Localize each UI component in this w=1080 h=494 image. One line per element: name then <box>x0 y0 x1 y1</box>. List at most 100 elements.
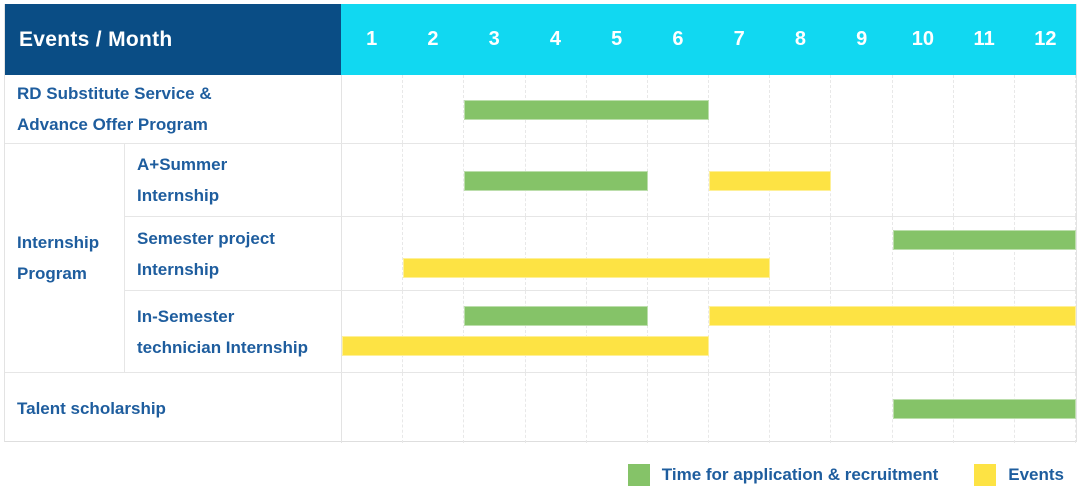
label-line: A+Summer <box>137 155 228 174</box>
month-gridline <box>403 217 465 290</box>
month-gridline <box>526 373 587 443</box>
gantt-bar-green <box>464 171 648 191</box>
group-sub-rows: A+Summer Internship Semester project Intern… <box>125 144 1077 372</box>
chart-cell <box>341 144 1077 216</box>
month-gridline <box>648 291 710 372</box>
header-row: Events / Month 1 2 3 4 5 6 7 8 9 10 11 12 <box>5 4 1076 75</box>
month-tick-5: 5 <box>611 28 623 50</box>
chart-cell <box>341 291 1077 372</box>
month-tick-12: 12 <box>1034 28 1057 50</box>
row-label: Semester project Internship <box>125 217 341 290</box>
month-gridline <box>1015 291 1077 372</box>
month-gridline <box>709 217 771 290</box>
month-gridline <box>831 373 893 443</box>
month-gridline <box>587 217 648 290</box>
gantt-row: RD Substitute Service & Advance Offer Pro… <box>5 75 1077 143</box>
label-line: Semester project <box>137 228 275 248</box>
month-gridline <box>648 373 710 443</box>
month-gridline <box>464 291 526 372</box>
gantt-bar-yellow <box>342 336 709 357</box>
gantt-row: Semester project Internship <box>125 216 1077 290</box>
gantt-row: In-Semester technician Internship <box>125 290 1077 372</box>
label-line: In-Semester <box>137 306 235 326</box>
legend-item: Time for application & recruitment <box>627 464 939 486</box>
month-tick-11: 11 <box>973 28 995 50</box>
events-month-header: Events / Month <box>5 4 341 75</box>
month-strip: 1 2 3 4 5 6 7 8 9 10 11 12 <box>341 4 1076 75</box>
month-tick-2: 2 <box>427 28 439 50</box>
month-gridline <box>342 217 404 290</box>
label-line: Program <box>17 264 87 283</box>
chart-cell <box>341 373 1077 443</box>
gantt-table: Events / Month 1 2 3 4 5 6 7 8 9 10 11 12 RD Substi… <box>4 4 1077 443</box>
legend-label: Events <box>1008 465 1064 484</box>
month-gridline <box>893 291 954 372</box>
legend-item: Events <box>974 464 1064 486</box>
gantt-bar-yellow <box>403 257 771 278</box>
label-line: technician Internship <box>137 337 308 357</box>
row-label: RD Substitute Service & Advance Offer Pro… <box>5 75 341 143</box>
month-gridline <box>342 373 404 443</box>
legend-swatch <box>627 464 650 486</box>
month-gridline <box>342 291 404 372</box>
month-gridline <box>893 75 954 143</box>
month-gridline <box>648 217 710 290</box>
month-gridline <box>587 373 648 443</box>
month-gridline <box>954 217 1015 290</box>
gantt-bar-green <box>464 305 648 326</box>
month-gridline <box>770 217 832 290</box>
month-gridline <box>1015 75 1077 143</box>
month-gridline <box>770 373 832 443</box>
month-gridline <box>1015 217 1077 290</box>
month-gridline <box>526 217 587 290</box>
month-gridline <box>770 75 832 143</box>
month-gridline <box>403 75 465 143</box>
month-gridline <box>954 75 1015 143</box>
month-gridline <box>831 75 893 143</box>
month-gridline <box>464 217 526 290</box>
month-gridline <box>526 291 587 372</box>
gantt-bar-yellow <box>709 305 1076 326</box>
row-label: Talent scholarship <box>5 373 341 443</box>
month-gridline <box>403 144 465 216</box>
label-line: Talent scholarship <box>17 398 166 418</box>
month-tick-4: 4 <box>549 28 561 50</box>
month-gridline <box>342 144 404 216</box>
month-gridline <box>831 291 893 372</box>
internship-program-group: Internship Program A+Summer Internship Semes… <box>5 143 1077 372</box>
legend-swatch <box>974 464 997 486</box>
month-gridline <box>831 144 893 216</box>
row-label: In-Semester technician Internship <box>125 291 341 372</box>
month-gridline <box>893 217 954 290</box>
month-gridline <box>587 291 648 372</box>
gantt-bar-green <box>892 399 1076 419</box>
month-gridline <box>954 144 1015 216</box>
gantt-row: Talent scholarship <box>5 372 1077 443</box>
label-line: RD Substitute Service & <box>17 84 212 103</box>
label-line: Internship <box>17 233 100 252</box>
month-gridline <box>1015 144 1077 216</box>
month-tick-10: 10 <box>911 28 934 50</box>
row-label: A+Summer Internship <box>125 144 341 216</box>
legend-label: Time for application & recruitment <box>661 465 939 484</box>
month-tick-7: 7 <box>733 28 745 50</box>
label-line: Internship <box>137 186 220 205</box>
month-gridline <box>403 373 465 443</box>
gantt-bar-yellow <box>709 171 832 191</box>
label-line: Internship <box>137 259 220 279</box>
label-line: Advance Offer Program <box>17 115 208 134</box>
chart-cell <box>341 75 1077 143</box>
legend: Time for application & recruitment Events <box>627 464 1064 486</box>
month-gridline <box>342 75 404 143</box>
month-gridline <box>709 75 771 143</box>
month-gridline <box>403 291 465 372</box>
month-gridline <box>709 291 771 372</box>
gantt-bar-green <box>464 100 709 120</box>
month-tick-8: 8 <box>794 28 806 50</box>
month-gridline <box>464 373 526 443</box>
chart-cell <box>341 217 1077 290</box>
month-gridline <box>893 144 954 216</box>
month-gridline <box>831 217 893 290</box>
gantt-bar-green <box>892 230 1076 251</box>
